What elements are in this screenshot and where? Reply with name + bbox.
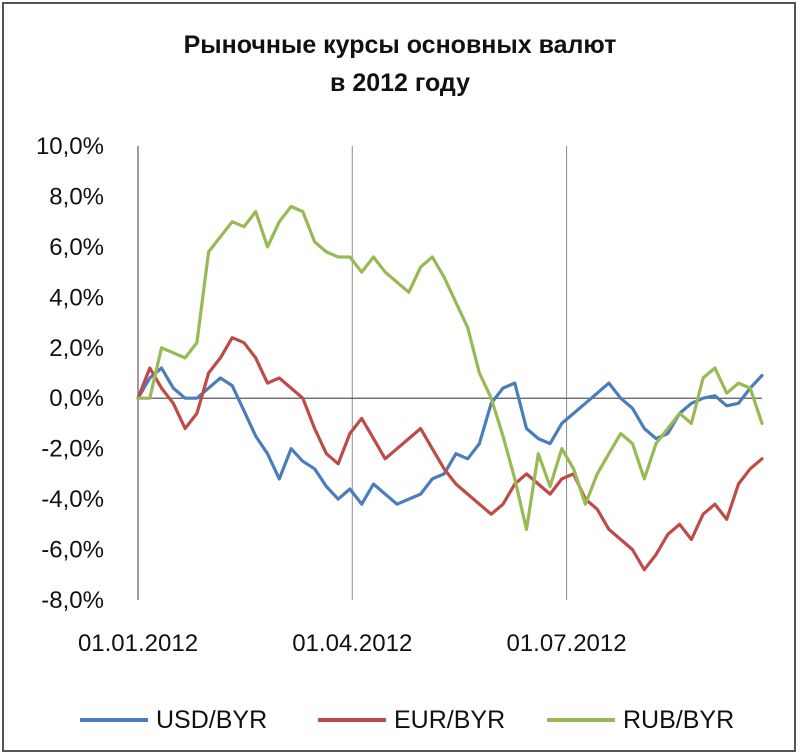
y-tick-label: -4,0% [41, 486, 104, 513]
legend-item-eur: EUR/BYR [318, 700, 505, 740]
y-tick-label: 6,0% [49, 234, 104, 261]
series-line-usd-byr [136, 366, 764, 506]
legend-swatch-eur [318, 718, 386, 722]
y-tick-label: -6,0% [41, 537, 104, 564]
series-layer [136, 204, 764, 572]
legend-label-usd: USD/BYR [156, 705, 268, 734]
y-tick-label: 2,0% [49, 335, 104, 362]
legend-swatch-rub [547, 718, 615, 722]
grid-layer [137, 146, 762, 600]
legend-item-rub: RUB/BYR [547, 700, 734, 740]
y-tick-label: 8,0% [49, 183, 104, 210]
y-tick-label: 10,0% [36, 133, 104, 160]
series-line-rub-byr [136, 204, 764, 532]
x-tick-label: 01.07.2012 [506, 630, 626, 657]
y-tick-label: 0,0% [49, 385, 104, 412]
x-tick-label: 01.04.2012 [292, 630, 412, 657]
y-tick-label: 4,0% [49, 284, 104, 311]
legend-label-rub: RUB/BYR [623, 705, 735, 734]
chart-title-line-1: Рыночные курсы основных валют [183, 31, 617, 59]
x-tick-label: 01.01.2012 [78, 630, 198, 657]
legend: USD/BYR EUR/BYR RUB/BYR [0, 700, 800, 740]
y-tick-label: -8,0% [41, 587, 104, 614]
tick-layer: 01.01.2012 01.04.2012 01.07.2012 10,0% 8,0% 6… [36, 133, 627, 657]
series-line-eur-byr [136, 336, 764, 572]
chart-title-line-2: в 2012 году [330, 69, 470, 97]
chart-title: Рыночные курсы основных валют в 2012 год… [0, 26, 800, 102]
y-tick-label: -2,0% [41, 436, 104, 463]
legend-swatch-usd [80, 718, 148, 722]
legend-item-usd: USD/BYR [80, 700, 267, 740]
legend-label-eur: EUR/BYR [394, 705, 506, 734]
